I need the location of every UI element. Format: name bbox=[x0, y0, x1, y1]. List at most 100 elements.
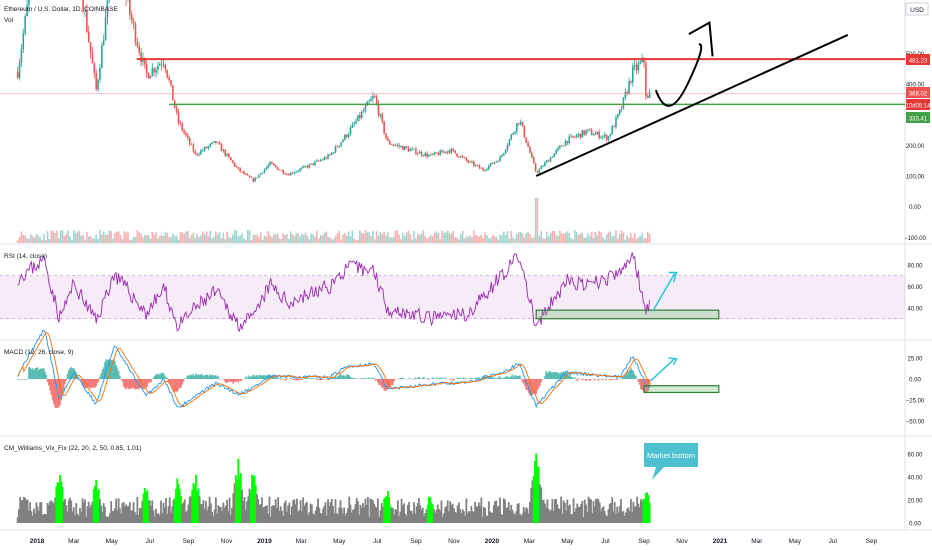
vix-bar bbox=[520, 515, 523, 523]
vix-bar bbox=[310, 504, 313, 523]
volume-bar bbox=[628, 237, 630, 243]
vix-bar bbox=[423, 515, 425, 523]
macd-histogram-bar bbox=[131, 379, 134, 389]
vix-bar bbox=[335, 513, 338, 523]
vix-bar bbox=[182, 502, 185, 523]
vix-bar bbox=[170, 512, 172, 523]
vix-bar bbox=[49, 501, 51, 523]
volume-bar bbox=[286, 233, 288, 243]
vix-bar bbox=[18, 509, 20, 523]
vix-bar bbox=[175, 488, 177, 523]
macd-histogram-bar bbox=[258, 374, 261, 379]
vix-bar bbox=[131, 510, 134, 523]
volume-bar bbox=[368, 232, 370, 243]
macd-histogram-bar bbox=[339, 373, 342, 379]
vix-bar bbox=[429, 497, 432, 523]
volume-bar bbox=[577, 235, 580, 243]
projection-arrow-head bbox=[688, 21, 714, 57]
vix-bar bbox=[219, 507, 222, 523]
vix-bar bbox=[338, 507, 341, 523]
candle-body bbox=[86, 10, 88, 32]
macd-histogram-bar bbox=[393, 379, 395, 382]
vix-bar bbox=[550, 509, 553, 523]
vix-bar bbox=[486, 515, 489, 523]
macd-histogram-bar bbox=[95, 379, 98, 387]
candle-body bbox=[512, 133, 514, 135]
candle-body bbox=[175, 107, 178, 112]
x-tick-label: Jul bbox=[601, 538, 610, 545]
macd-histogram-bar bbox=[236, 379, 238, 381]
vix-bar bbox=[475, 506, 478, 523]
macd-histogram-bar bbox=[435, 377, 438, 379]
volume-bar bbox=[598, 231, 600, 243]
volume-bar bbox=[228, 236, 230, 243]
vix-bar bbox=[251, 474, 253, 523]
vix-bar bbox=[269, 516, 272, 523]
macd-histogram-bar bbox=[540, 379, 542, 383]
vix-bar bbox=[217, 505, 220, 523]
macd-histogram-bar bbox=[172, 379, 175, 392]
vix-bar bbox=[252, 475, 255, 523]
vix-bar bbox=[198, 496, 201, 523]
vix-bar bbox=[374, 506, 377, 523]
candle-body bbox=[555, 150, 557, 154]
vix-bar bbox=[612, 511, 615, 523]
vix-bar bbox=[283, 502, 286, 523]
candle-body bbox=[418, 151, 421, 154]
vix-bar bbox=[281, 510, 283, 523]
volume-bar bbox=[366, 232, 369, 243]
vix-bar bbox=[395, 509, 398, 523]
volume-bar bbox=[319, 235, 322, 243]
candle-body bbox=[441, 150, 443, 153]
candle-body bbox=[407, 147, 410, 152]
candle-body bbox=[562, 145, 565, 147]
macd-histogram-bar bbox=[539, 379, 541, 386]
macd-histogram-bar bbox=[115, 365, 117, 379]
vix-bar bbox=[254, 485, 257, 523]
vix-bar bbox=[567, 505, 570, 523]
vix-bar bbox=[343, 507, 346, 523]
volume-bar bbox=[213, 236, 215, 243]
macd-histogram-bar bbox=[259, 375, 262, 379]
macd-histogram-bar bbox=[55, 379, 58, 408]
vix-bar bbox=[542, 499, 545, 523]
macd-line bbox=[17, 329, 650, 409]
volume-bar bbox=[82, 234, 84, 243]
vix-bar bbox=[221, 511, 223, 523]
candle-body bbox=[527, 142, 529, 148]
macd-histogram-bar bbox=[190, 374, 192, 379]
macd-histogram-bar bbox=[450, 378, 453, 379]
vix-bar bbox=[111, 510, 114, 523]
macd-histogram-bar bbox=[530, 379, 533, 396]
vix-bar bbox=[494, 501, 496, 523]
volume-bar bbox=[56, 230, 58, 243]
candle-body bbox=[200, 150, 202, 155]
vix-bar bbox=[155, 508, 157, 523]
candle-body bbox=[286, 174, 288, 176]
vix-bar bbox=[227, 511, 230, 523]
volume-bar bbox=[516, 233, 518, 243]
candle-body bbox=[437, 153, 440, 156]
macd-histogram-bar bbox=[317, 378, 319, 379]
volume-bar bbox=[224, 239, 227, 243]
rsi-y-tick: 60.00 bbox=[907, 285, 923, 291]
candle-body bbox=[166, 69, 169, 78]
macd-histogram-bar bbox=[465, 378, 468, 379]
candle-body bbox=[445, 151, 447, 153]
candle-body bbox=[265, 167, 268, 170]
macd-histogram-bar bbox=[251, 376, 253, 379]
candle-body bbox=[387, 138, 389, 141]
macd-histogram-bar bbox=[566, 372, 569, 379]
macd-histogram-bar bbox=[348, 375, 351, 379]
volume-bar bbox=[448, 233, 451, 243]
vix-bar bbox=[536, 465, 539, 523]
volume-bar bbox=[63, 235, 66, 243]
candle-body bbox=[413, 148, 415, 150]
volume-bar bbox=[24, 235, 26, 243]
volume-bar bbox=[132, 237, 135, 243]
candle-body bbox=[102, 40, 105, 46]
candle-body bbox=[510, 134, 513, 140]
vix-bar bbox=[76, 513, 79, 523]
vix-bar bbox=[467, 511, 470, 523]
